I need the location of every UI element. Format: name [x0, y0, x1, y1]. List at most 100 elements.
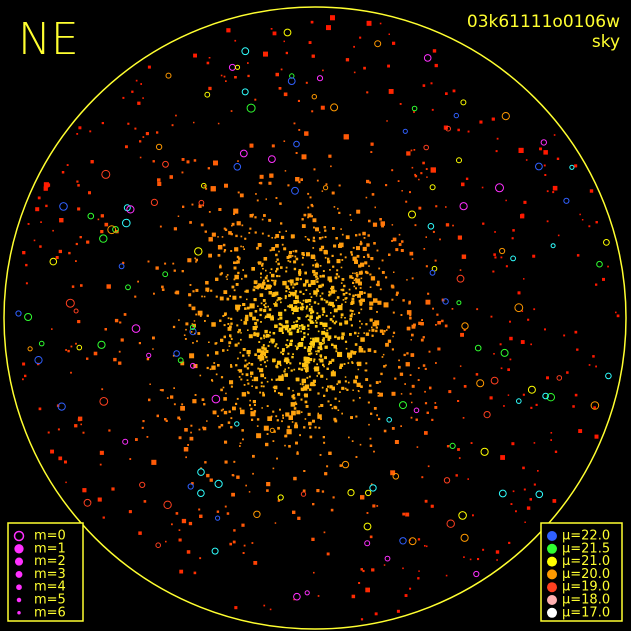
star	[207, 167, 210, 170]
star	[349, 333, 352, 336]
star	[213, 160, 218, 166]
star	[326, 378, 328, 380]
star	[331, 191, 335, 195]
star	[526, 506, 531, 510]
star	[364, 261, 368, 265]
catalog-star	[408, 210, 416, 219]
star	[350, 416, 353, 419]
star	[235, 364, 238, 367]
star	[373, 450, 375, 453]
star	[325, 388, 328, 390]
star	[262, 385, 265, 388]
star	[334, 397, 337, 400]
star	[189, 284, 192, 286]
star	[298, 181, 301, 184]
star	[503, 405, 505, 407]
star	[234, 274, 239, 280]
star	[323, 365, 325, 368]
star	[309, 435, 313, 439]
star	[392, 237, 397, 242]
star	[265, 442, 269, 447]
star	[194, 394, 197, 396]
catalog-star	[38, 340, 45, 347]
star	[359, 320, 361, 323]
star	[199, 315, 202, 317]
star	[279, 408, 281, 411]
star	[271, 273, 275, 278]
star	[195, 261, 197, 263]
star	[422, 364, 426, 367]
star	[546, 220, 549, 223]
star	[588, 364, 591, 366]
star	[277, 499, 280, 502]
star	[230, 385, 233, 388]
star	[313, 358, 316, 361]
star	[527, 318, 530, 321]
star	[243, 384, 246, 386]
star	[260, 356, 265, 361]
star	[413, 149, 416, 151]
catalog-star	[125, 284, 131, 291]
star	[283, 92, 288, 97]
star	[171, 124, 174, 127]
star	[242, 348, 246, 351]
star	[379, 329, 384, 333]
star	[232, 406, 236, 411]
star	[530, 406, 533, 409]
star	[170, 395, 174, 399]
star	[271, 378, 273, 381]
star	[135, 438, 138, 441]
catalog-star	[211, 547, 219, 555]
star	[230, 365, 233, 368]
star	[181, 171, 184, 174]
star	[298, 367, 301, 371]
star	[229, 380, 234, 385]
star	[320, 347, 323, 351]
star	[343, 134, 349, 140]
star	[520, 214, 525, 219]
star	[302, 256, 304, 259]
star	[316, 288, 319, 291]
star	[358, 264, 362, 268]
star	[140, 83, 142, 85]
catalog-star	[563, 197, 570, 204]
star	[255, 386, 258, 389]
star	[253, 285, 256, 288]
star	[349, 275, 353, 279]
star	[360, 270, 363, 273]
star	[299, 325, 301, 327]
catalog-star	[311, 94, 317, 100]
star	[51, 328, 53, 330]
star	[226, 28, 231, 33]
star	[276, 366, 279, 369]
star	[195, 288, 199, 292]
star	[410, 339, 412, 341]
star	[310, 342, 313, 345]
star	[325, 314, 328, 317]
catalog-star	[300, 491, 307, 497]
star	[294, 345, 297, 347]
star	[533, 442, 536, 444]
star	[334, 335, 337, 339]
star	[251, 379, 254, 381]
star	[496, 137, 499, 140]
star	[111, 487, 115, 491]
catalog-star	[445, 125, 452, 132]
star	[406, 151, 411, 156]
star	[199, 514, 203, 518]
star	[518, 147, 524, 153]
star	[314, 426, 317, 429]
star	[244, 307, 247, 310]
star	[353, 45, 355, 48]
star	[379, 392, 383, 397]
star	[377, 392, 380, 395]
star	[348, 436, 350, 439]
star	[265, 350, 269, 353]
catalog-star	[399, 537, 407, 545]
star	[287, 387, 290, 390]
star	[298, 269, 301, 272]
star	[131, 90, 134, 93]
star	[335, 320, 338, 323]
star	[365, 369, 368, 372]
catalog-star	[347, 489, 355, 497]
